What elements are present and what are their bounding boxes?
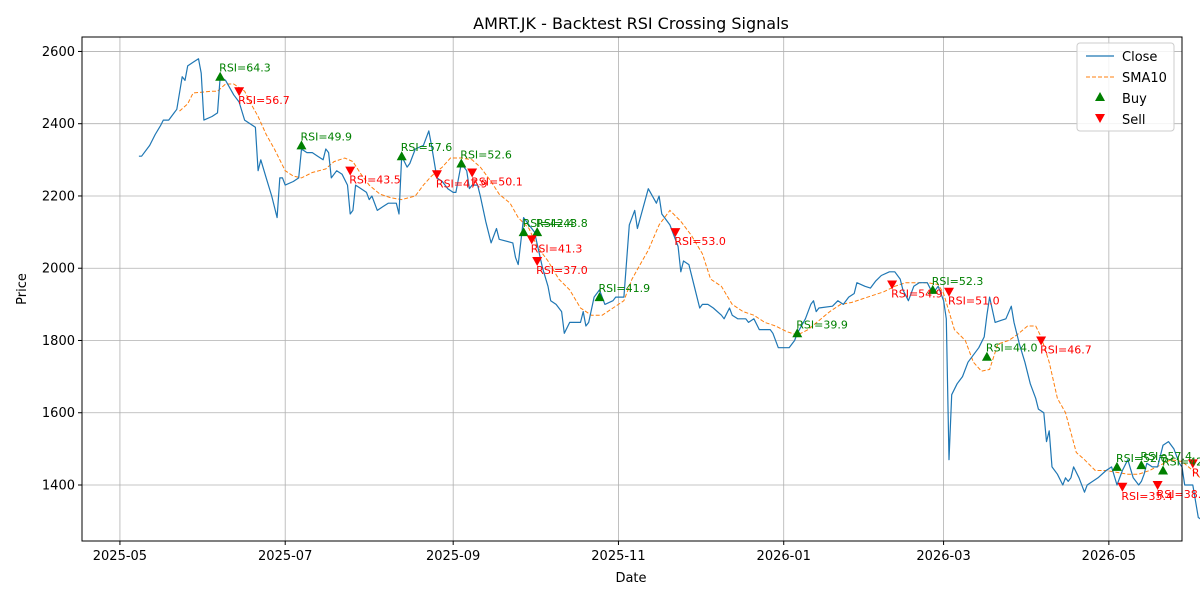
sell-rsi-label: RSI=37.0 [536, 264, 588, 277]
x-tick-label: 2025-09 [426, 549, 480, 564]
legend-buy-marker [1095, 92, 1105, 101]
sell-marker [431, 170, 442, 180]
sell-marker [345, 166, 356, 176]
buy-rsi-label: RSI=43.8 [536, 217, 588, 230]
y-tick-label: 2600 [42, 45, 75, 60]
legend: Close SMA10 Buy Sell [1076, 42, 1175, 132]
y-tick-label: 2200 [42, 189, 75, 204]
y-tick-label: 1400 [42, 479, 75, 494]
buy-rsi-label: RSI=44.0 [986, 342, 1038, 355]
sell-rsi-label: RSI=43.5 [349, 174, 401, 187]
grid-lines [82, 37, 1182, 541]
sell-rsi-label: RSI=50.1 [471, 175, 523, 188]
sell-marker [532, 257, 543, 266]
x-tick-label: 2025-05 [93, 549, 147, 564]
legend-sma-label: SMA10 [1122, 71, 1167, 86]
buy-marker [456, 158, 467, 168]
close-line [138, 58, 1200, 520]
buy-rsi-label: RSI=42.9 [1162, 456, 1200, 469]
buy-marker [396, 151, 407, 161]
y-tick-label: 1800 [42, 334, 75, 349]
y-tick-label: 2400 [42, 117, 75, 132]
sell-marker [1117, 482, 1128, 492]
close-series [138, 58, 1200, 520]
x-tick-label: 2025-07 [258, 549, 312, 564]
legend-sell-label: Sell [1122, 113, 1145, 128]
sell-rsi-label: RSI=41.3 [531, 242, 583, 255]
x-tick-label: 2025-11 [591, 549, 645, 564]
buy-rsi-label: RSI=41.9 [598, 282, 650, 295]
sell-rsi-label: RSI=45.2 [1192, 466, 1200, 479]
buy-rsi-label: RSI=52.3 [932, 275, 984, 288]
sell-rsi-label: RSI=53.0 [674, 235, 726, 248]
buy-marker [532, 227, 543, 237]
buy-rsi-label: RSI=52.0 [1116, 452, 1168, 465]
buy-marker [215, 71, 226, 81]
x-tick-label: 2026-01 [757, 549, 811, 564]
sell-rsi-label: RSI=56.7 [238, 94, 290, 107]
sell-marker [1036, 336, 1047, 346]
buy-marker [518, 227, 529, 237]
sell-marker [526, 235, 537, 245]
axes: 2025-05 2025-07 2025-09 2025-11 2026-01 2026-… [42, 45, 1136, 564]
sell-rsi-label: RSI=46.7 [1040, 343, 1092, 356]
buy-rsi-label: RSI=39.9 [796, 318, 848, 331]
sell-marker [670, 228, 681, 238]
legend-buy-label: Buy [1122, 92, 1147, 107]
x-tick-label: 2026-03 [916, 549, 970, 564]
buy-rsi-label: RSI=57.4 [1140, 450, 1192, 463]
sell-rsi-label: RSI=51.0 [948, 295, 1000, 308]
buy-marker [296, 140, 307, 150]
legend-sell-marker [1095, 114, 1105, 123]
buy-marker [594, 292, 605, 302]
buy-rsi-label: RSI=64.3 [219, 62, 271, 75]
chart-title: AMRT.JK - Backtest RSI Crossing Signals [473, 14, 789, 33]
sma10-series [179, 83, 1200, 479]
buy-rsi-label: RSI=49.9 [300, 130, 352, 143]
sell-rsi-label: RSI=35.4 [1121, 490, 1173, 503]
y-axis-title: Price [15, 273, 30, 305]
sell-marker [1187, 459, 1198, 469]
plot-area-frame [81, 36, 1183, 542]
buy-marker [1111, 461, 1122, 471]
buy-rsi-label: RSI=42.4 [523, 217, 575, 230]
sell-marker [234, 87, 245, 97]
x-tick-label: 2026-05 [1082, 549, 1136, 564]
signal-markers [215, 71, 1198, 492]
sma10-line [179, 83, 1200, 479]
legend-close-label: Close [1122, 50, 1157, 65]
x-axis-title: Date [615, 571, 646, 586]
sell-rsi-label: RSI=38.2 [1157, 488, 1200, 501]
rsi-annotations: RSI=64.3 RSI=49.9 RSI=57.6 RSI=52.6 RSI=42.4… [219, 62, 1200, 503]
buy-marker [981, 351, 992, 361]
sell-marker [887, 280, 898, 290]
y-tick-label: 2000 [42, 262, 75, 277]
sell-rsi-label: RSI=54.9 [891, 287, 943, 300]
buy-rsi-label: RSI=57.6 [401, 141, 453, 154]
sell-marker [943, 287, 954, 297]
sell-marker [467, 168, 478, 178]
buy-marker [1136, 460, 1147, 470]
buy-rsi-label: RSI=52.6 [460, 148, 512, 161]
legend-box [1076, 42, 1175, 132]
sell-rsi-label: RSI=47.9 [436, 177, 488, 190]
buy-marker [792, 328, 803, 338]
y-tick-label: 1600 [42, 406, 75, 421]
buy-marker [1158, 465, 1169, 475]
sell-marker [1152, 481, 1163, 490]
buy-marker [927, 284, 938, 294]
